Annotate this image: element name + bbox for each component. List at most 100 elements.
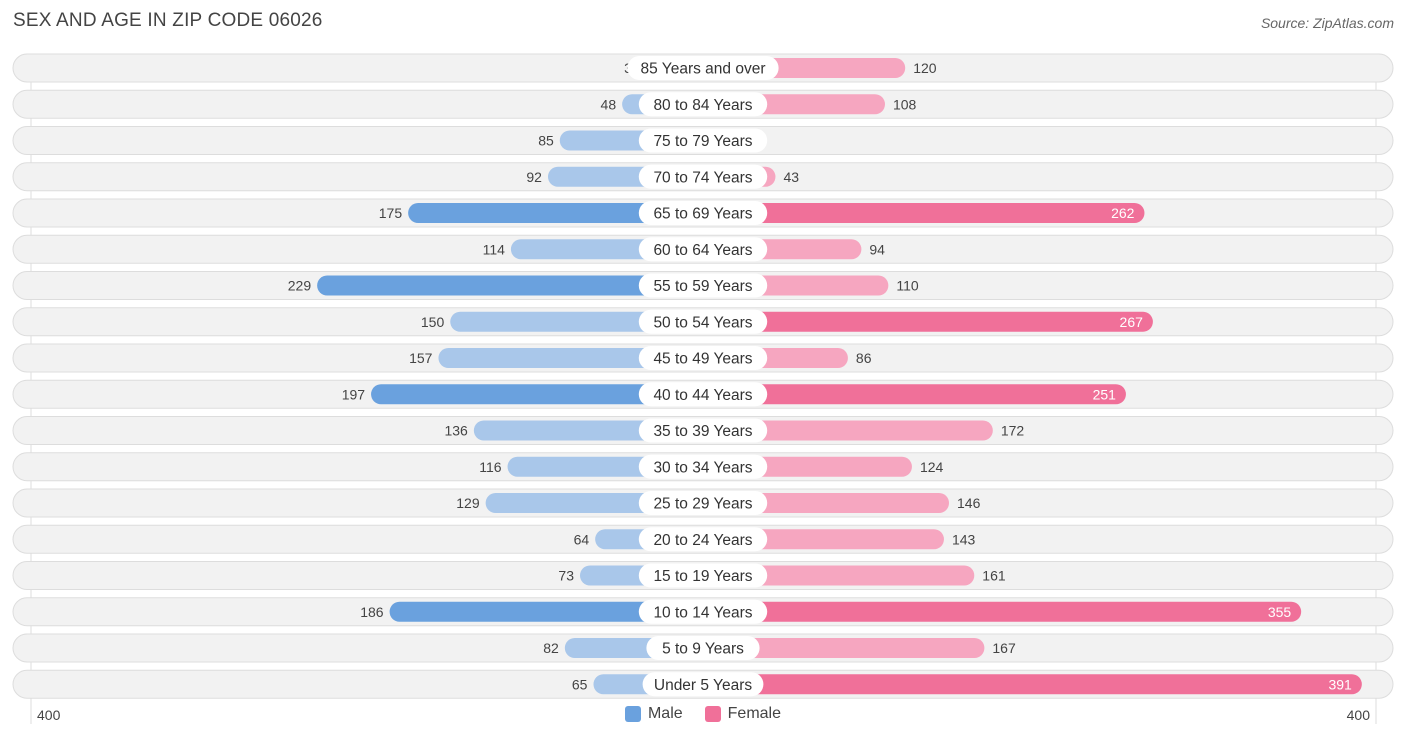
category-label-pill [638, 491, 768, 515]
row-14: 73 161 15 to 19 Years [12, 561, 1394, 590]
bar-female [703, 203, 1145, 223]
row-3: 92 43 70 to 74 Years [12, 162, 1394, 192]
legend-swatch-male [624, 706, 641, 722]
bar-male [450, 311, 703, 332]
bar-female [703, 638, 985, 658]
category-label-pill [638, 201, 768, 225]
category-label-pill [638, 164, 768, 189]
value-label-male: 150 [421, 314, 445, 330]
legend-item-female: Female [704, 705, 782, 723]
category-label-pill [638, 237, 768, 262]
value-label-female: 124 [920, 459, 944, 475]
row-2: 852275 to 79 Years [12, 126, 1394, 155]
value-label-male: 92 [526, 169, 542, 185]
value-label-male: 186 [360, 604, 384, 620]
value-label-female: 161 [982, 568, 1006, 584]
category-label-pill [646, 636, 760, 660]
category-label: 80 to 84 Years [653, 97, 752, 114]
row-8: 157 86 45 to 49 Years [12, 343, 1394, 373]
category-label: 15 to 19 Years [653, 568, 752, 585]
legend-swatch-female [704, 706, 721, 722]
category-label-pill [638, 309, 768, 334]
value-label-male: 114 [483, 241, 506, 257]
category-label-pill [638, 599, 768, 624]
category-label-pill [638, 128, 768, 153]
value-label-female: 120 [913, 60, 937, 76]
value-label-female: 172 [1001, 423, 1025, 439]
category-label-pill [638, 418, 768, 443]
value-label-female: 86 [856, 350, 872, 366]
value-label-female: 391 [1328, 676, 1352, 692]
value-label-female: 355 [1268, 604, 1292, 620]
row-1: 48 108 80 to 84 Years [12, 89, 1394, 119]
axis-tick-left: 400 [37, 707, 61, 723]
value-label-male: 65 [572, 676, 588, 692]
value-label-male: 116 [479, 459, 502, 475]
value-label-female: 43 [783, 169, 799, 185]
bar-male [317, 275, 703, 296]
category-label-pill [638, 527, 768, 552]
category-label: 30 to 34 Years [653, 459, 752, 476]
category-label: 40 to 44 Years [653, 387, 752, 404]
bar-female [703, 384, 1126, 405]
bar-male [389, 601, 703, 622]
row-13: 64 143 20 to 24 Years [12, 524, 1394, 554]
value-label-male: 175 [379, 205, 403, 221]
value-label-male: 129 [456, 495, 480, 511]
value-label-male: 73 [558, 568, 574, 584]
bar-female [703, 674, 1362, 695]
row-16: 82 167 5 to 9 Years [12, 633, 1394, 663]
row-10: 136 172 35 to 39 Years [12, 416, 1394, 445]
row-17: 65 391 Under 5 Years [12, 669, 1394, 699]
bar-female [703, 601, 1302, 622]
value-label-female: 110 [896, 278, 919, 294]
value-label-female: 262 [1111, 205, 1135, 221]
row-5: 114 94 60 to 64 Years [12, 234, 1394, 264]
category-label-pill [638, 273, 768, 298]
chart-title: SEX AND AGE IN ZIP CODE 06026 [13, 10, 323, 31]
category-label: 60 to 64 Years [653, 242, 752, 259]
legend-label-male: Male [647, 705, 683, 722]
category-label: 10 to 14 Years [653, 604, 752, 621]
value-label-male: 82 [543, 640, 559, 656]
category-label: 55 to 59 Years [653, 278, 752, 295]
category-label-pill [638, 454, 768, 479]
value-label-female: 108 [893, 96, 917, 112]
bar-male [438, 348, 703, 368]
row-15: 186 355 10 to 14 Years [12, 597, 1394, 627]
value-label-female: 94 [869, 241, 885, 257]
category-label: 45 to 49 Years [653, 351, 752, 368]
category-label-pill [627, 56, 779, 80]
category-label: 35 to 39 Years [653, 423, 752, 440]
row-0: 3412085 Years and over [12, 53, 1394, 83]
bar-female [703, 311, 1153, 332]
axis-tick-right: 400 [1346, 707, 1370, 723]
bar-male [408, 203, 703, 223]
category-label: 70 to 74 Years [653, 169, 752, 186]
source-label: Source: ZipAtlas.com [1260, 15, 1394, 31]
category-label: 5 to 9 Years [662, 641, 744, 658]
legend-label-female: Female [727, 705, 782, 722]
value-label-male: 157 [409, 350, 433, 366]
category-label-pill [638, 92, 768, 117]
category-label: 25 to 29 Years [653, 496, 752, 513]
category-label: 20 to 24 Years [653, 532, 752, 549]
category-label: 75 to 79 Years [653, 133, 752, 150]
category-label-pill [638, 382, 768, 407]
category-label-pill [638, 563, 768, 588]
value-label-male: 229 [288, 278, 312, 294]
category-label: 85 Years and over [641, 61, 766, 78]
bar-female [703, 420, 993, 441]
row-9: 197 251 40 to 44 Years [12, 379, 1394, 409]
category-label-pill [642, 672, 764, 697]
value-label-male: 197 [342, 386, 366, 402]
value-label-male: 136 [444, 423, 468, 439]
value-label-female: 167 [992, 640, 1016, 656]
category-label: Under 5 Years [654, 677, 752, 694]
legend: Male Female [0, 705, 1406, 723]
value-label-female: 251 [1093, 386, 1117, 402]
category-label-pill [638, 346, 768, 370]
row-11: 116 124 30 to 34 Years [12, 452, 1394, 482]
row-12: 129 146 25 to 29 Years [12, 488, 1394, 518]
